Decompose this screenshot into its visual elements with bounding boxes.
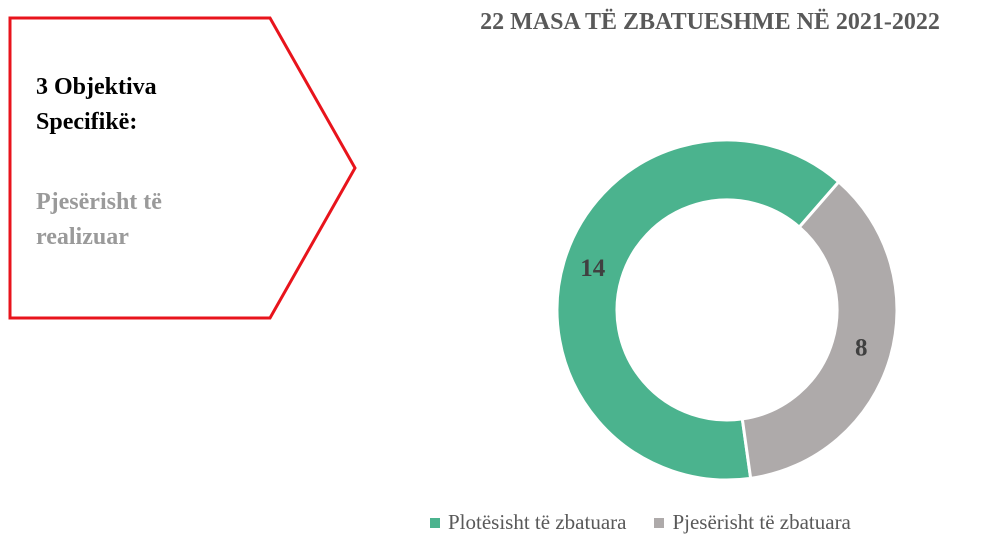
legend-item: Plotësisht të zbatuara — [430, 510, 626, 535]
donut-slice — [555, 138, 841, 482]
callout-status: Pjesërisht të realizuar — [36, 189, 162, 250]
callout-shape — [8, 16, 357, 320]
legend-swatch — [654, 517, 665, 528]
data-label: 14 — [580, 255, 606, 282]
data-label: 8 — [855, 335, 868, 362]
legend-label: Plotësisht të zbatuara — [448, 510, 627, 534]
legend-swatch — [430, 517, 440, 528]
legend-label: Pjesërisht të zbatuara — [672, 510, 851, 534]
chart-title: 22 MASA TË ZBATUESHME NË 2021-2022 — [480, 9, 940, 35]
donut-slice — [740, 179, 899, 481]
legend: Plotësisht të zbatuara Pjesërisht të zbat… — [430, 510, 851, 535]
callout-title: 3 Objektiva Specifikë: — [36, 74, 157, 135]
legend-item: Pjesërisht të zbatuara — [654, 510, 851, 535]
